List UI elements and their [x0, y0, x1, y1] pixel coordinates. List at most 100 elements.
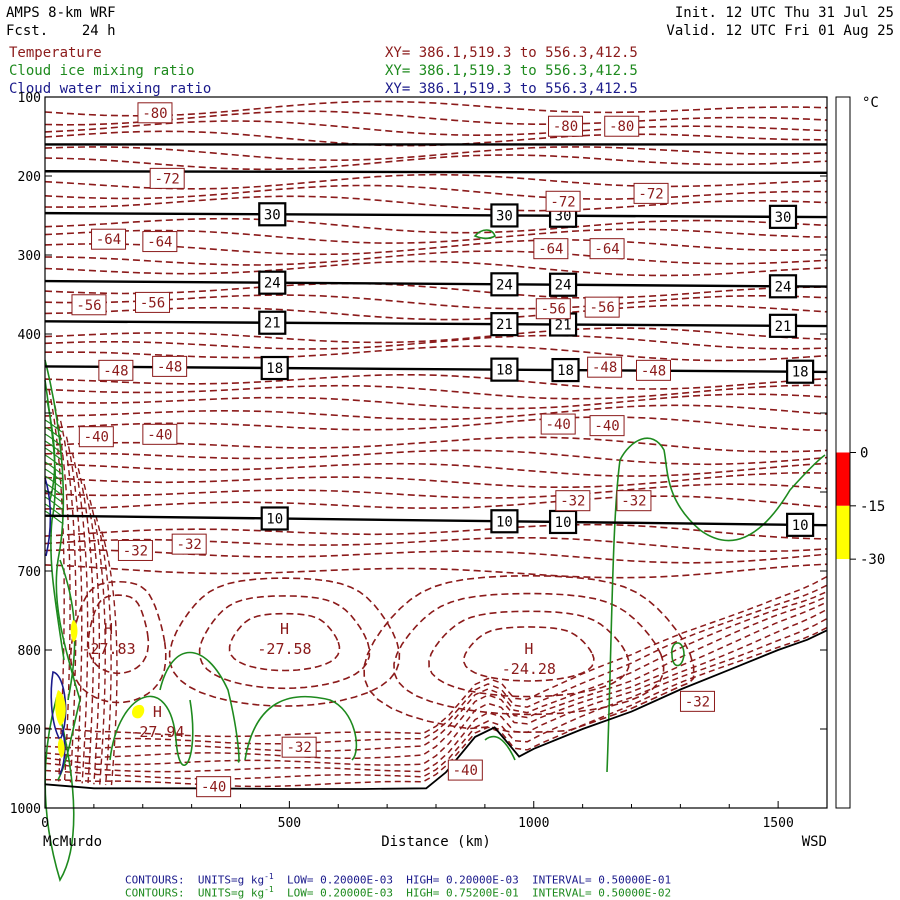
black-contour-label-box: [490, 357, 519, 382]
black-contour-label: 30: [264, 207, 281, 223]
temperature-contour: [44, 282, 828, 299]
temperature-contour: [168, 577, 401, 707]
temperature-contour: [44, 601, 828, 766]
high-value: -27.58: [257, 640, 311, 658]
temperature-label: -64: [147, 235, 172, 251]
temperature-contour: [44, 483, 828, 499]
cloud-ice-contour: [44, 496, 63, 510]
black-contour-label-box: [768, 274, 798, 299]
temperature-label-box: [589, 238, 625, 260]
contour-high: HIGH= 0.75200E-01: [406, 886, 519, 900]
x-axis-label: Distance (km): [381, 834, 491, 850]
valid-time: Valid. 12 UTC Fri 01 Aug 25: [666, 23, 894, 39]
temperature-contour: [44, 523, 828, 540]
contour-info-ice: CONTOURS: UNITS=g kg-1 LOW= 0.20000E-03 …: [125, 883, 671, 900]
black-contour-label: 10: [555, 515, 572, 531]
black-contour-label: 30: [496, 208, 513, 224]
temperature-contour: [71, 452, 89, 784]
temperature-contour: [44, 327, 828, 344]
temperature-label-box: [633, 182, 669, 204]
temperature-contour: [44, 575, 828, 738]
temperature-label-box: [149, 167, 185, 189]
temperature-label: -48: [592, 360, 617, 376]
colorbar-band: [836, 559, 850, 808]
temperature-label: -40: [84, 430, 109, 446]
temperature-label-box: [679, 690, 715, 712]
temperature-label-box: [117, 539, 153, 561]
temperature-label-box: [98, 359, 134, 381]
temperature-label-box: [91, 228, 127, 250]
temperature-label-box: [78, 426, 114, 448]
cloud-ice-contour: [44, 440, 63, 454]
temperature-contour: [44, 595, 828, 759]
contour-info-water: CONTOURS: UNITS=g kg-1 LOW= 0.20000E-03 …: [125, 870, 671, 887]
y-tick-label: 300: [18, 249, 41, 264]
terrain: [44, 629, 828, 790]
temperature-label-box: [196, 776, 232, 798]
colorbar-band: [836, 505, 850, 560]
black-contour-label: 30: [555, 209, 572, 225]
contour-prefix: CONTOURS:: [125, 873, 185, 887]
temperature-contour: [44, 154, 828, 171]
cloud-contours: [44, 229, 826, 882]
field-xy-temperature: XY= 386.1,519.3 to 556.3,412.5: [385, 45, 638, 61]
cloud-water-contour: [59, 729, 66, 776]
y-tick-label: 100: [18, 91, 41, 106]
temperature-label: -40: [201, 780, 226, 796]
temperature-label: -56: [140, 295, 165, 311]
temperature-label: -56: [590, 300, 615, 316]
temperature-contour: [44, 239, 828, 256]
y-tick-label: 400: [18, 328, 41, 343]
temperature-label-box: [533, 238, 569, 260]
forecast-label: Fcst. 24 h: [6, 22, 116, 40]
contour-interval: INTERVAL= 0.50000E-02: [532, 886, 672, 900]
high-marker: H: [104, 620, 113, 638]
cloud-shade: [132, 704, 145, 719]
temperature-label: -64: [594, 242, 619, 258]
temperature-label: -32: [621, 494, 646, 510]
temperature-label-box: [171, 533, 207, 555]
black-contour-label: 21: [264, 316, 281, 332]
x-endpoint-right: WSD: [802, 834, 827, 850]
contour-units: UNITS=g kg: [197, 873, 265, 887]
cloud-ice-contour: [606, 437, 826, 773]
temperature-label-box: [540, 413, 576, 435]
black-contour-line: [44, 320, 828, 328]
field-name-cloud-ice: Cloud ice mixing ratio: [9, 63, 195, 79]
temperature-contour: [428, 610, 630, 698]
high-value: -27.94: [130, 723, 184, 741]
black-contour-label: 21: [496, 317, 513, 333]
temperature-label: -32: [560, 494, 585, 510]
terrain-line: [44, 629, 828, 790]
black-contour-label-box: [258, 202, 287, 227]
temperature-label-box: [71, 294, 107, 316]
colorbar-band: [836, 452, 850, 506]
temperature-label: -80: [553, 119, 578, 135]
temperature-contour: [44, 294, 828, 310]
temperature-contour: [59, 420, 77, 783]
model-title: AMPS 8-km WRF: [6, 5, 116, 21]
temperature-contour: [83, 483, 101, 785]
cloud-ice-contour: [44, 426, 63, 440]
temperature-contour: [393, 592, 665, 716]
cloud-ice-contour: [484, 735, 516, 761]
temperature-label-box: [589, 415, 625, 437]
temperature-label: -56: [541, 302, 566, 318]
cloud-ice-contour: [44, 433, 63, 447]
temperature-contour: [44, 217, 828, 234]
colorbar: °C 0 -15 -30: [835, 95, 885, 809]
y-tick-label: 800: [18, 644, 41, 659]
temperature-label: -56: [76, 298, 101, 314]
temperature-contour: [44, 404, 828, 421]
colorbar-unit: °C: [862, 95, 879, 111]
high-marker: H: [524, 640, 533, 658]
black-contour-line: [44, 211, 828, 219]
temperature-label-box: [447, 759, 483, 781]
contour-units-exp: -1: [264, 885, 274, 894]
cloud-ice-contour: [44, 454, 63, 468]
temperature-contour: [44, 374, 828, 390]
black-contour-label: 24: [775, 279, 792, 295]
black-contour-label: 18: [496, 363, 513, 379]
temperature-contour: [44, 549, 828, 564]
temperature-contour: [44, 563, 828, 579]
